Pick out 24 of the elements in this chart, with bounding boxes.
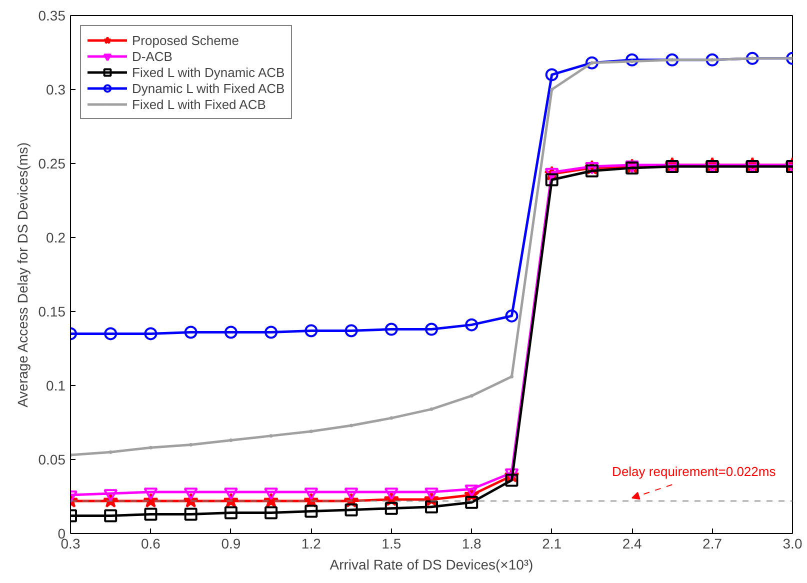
- y-tick-label: 0.3: [46, 82, 66, 98]
- x-tick-label: 1.5: [382, 536, 402, 552]
- legend-label: Proposed Scheme: [132, 32, 239, 48]
- y-tick-label: 0.25: [38, 156, 66, 172]
- annotation: Delay requirement=0.022ms: [612, 464, 776, 479]
- y-tick-label: 0.35: [38, 8, 66, 24]
- x-tick-label: 1.2: [301, 536, 322, 552]
- x-tick-label: 0.9: [221, 536, 241, 552]
- x-tick-label: 2.7: [702, 536, 722, 552]
- legend-label: Dynamic L with Fixed ACB: [132, 80, 285, 96]
- x-tick-label: 1.8: [462, 536, 482, 552]
- y-tick-label: 0.05: [38, 452, 66, 468]
- legend-label: Fixed L with Fixed ACB: [132, 96, 266, 112]
- y-tick-label: 0.1: [46, 378, 66, 394]
- x-tick-label: 2.4: [622, 536, 642, 552]
- legend-label: Fixed L with Dynamic ACB: [132, 64, 285, 80]
- x-tick-label: 0.6: [140, 536, 161, 552]
- legend-label: D-ACB: [132, 48, 172, 64]
- y-tick-label: 0.2: [46, 230, 66, 246]
- y-axis-title: Average Access Delay for DS Devices(ms): [14, 142, 30, 408]
- x-tick-label: 2.1: [542, 536, 562, 552]
- x-tick-label: 3.0: [782, 536, 802, 552]
- y-tick-label: 0.15: [38, 304, 66, 320]
- x-axis-title: Arrival Rate of DS Devices(×10³): [330, 556, 534, 572]
